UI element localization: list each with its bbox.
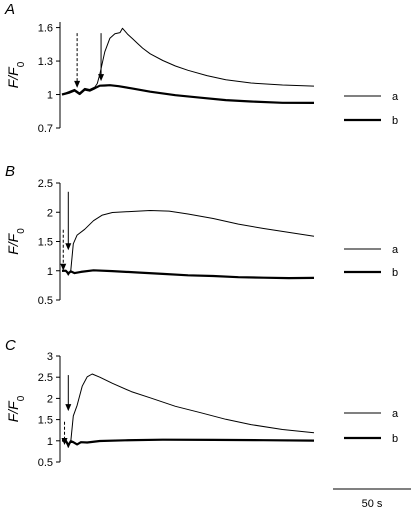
arrow-head <box>74 80 81 88</box>
y-tick-label: 1 <box>47 90 53 102</box>
series-b-line <box>61 438 315 447</box>
series-a-line <box>61 27 315 95</box>
arrow-head <box>65 243 72 251</box>
legend-a-label: a <box>392 408 399 420</box>
panel-letter: B <box>5 163 15 180</box>
y-tick-label: 0.5 <box>38 457 53 469</box>
y-tick-label: 1 <box>47 266 53 278</box>
y-tick-label: 3 <box>47 351 53 363</box>
y-axis-label: F/F0 <box>5 61 27 88</box>
series-a-line <box>61 210 315 276</box>
arrow-head <box>60 263 67 271</box>
legend-b-label: b <box>392 115 398 127</box>
legend-a-label: a <box>392 91 399 103</box>
panel-letter: A <box>4 1 15 18</box>
y-axis-label: F/F0 <box>5 395 27 422</box>
panel-a: A F/F0 0.7 1 1.3 1.6 ab <box>4 1 399 135</box>
panel-b: B F/F0 0.5 1 1.5 2 2.5 ab <box>5 163 399 307</box>
y-axis-label: F/F0 <box>5 228 27 255</box>
series-b-line <box>61 269 315 280</box>
legend-b-label: b <box>392 433 398 445</box>
arrow-head <box>61 438 68 446</box>
y-tick-label: 2.5 <box>38 178 53 190</box>
arrow-head <box>98 74 105 82</box>
y-tick-label: 1.6 <box>38 23 53 35</box>
arrow-head <box>65 404 72 412</box>
y-tick-label: 1.3 <box>38 56 53 68</box>
time-scale-label: 50 s <box>362 498 383 510</box>
y-tick-label: 0.7 <box>38 123 53 135</box>
y-tick-label: 0.5 <box>38 295 53 307</box>
legend-b-label: b <box>392 267 398 279</box>
series-a-line <box>61 373 315 448</box>
y-tick-label: 2 <box>47 207 53 219</box>
series-b-line <box>61 84 315 104</box>
y-tick-label: 2.5 <box>38 372 53 384</box>
panel-c: C F/F0 0.5 1 1.5 2 2.5 3 a b <box>5 337 399 469</box>
y-tick-label: 1 <box>47 436 53 448</box>
y-tick-label: 1.5 <box>38 237 53 249</box>
y-tick-label: 2 <box>47 393 53 405</box>
y-tick-label: 1.5 <box>38 415 53 427</box>
panel-letter: C <box>5 337 16 354</box>
legend-a-label: a <box>392 244 399 256</box>
